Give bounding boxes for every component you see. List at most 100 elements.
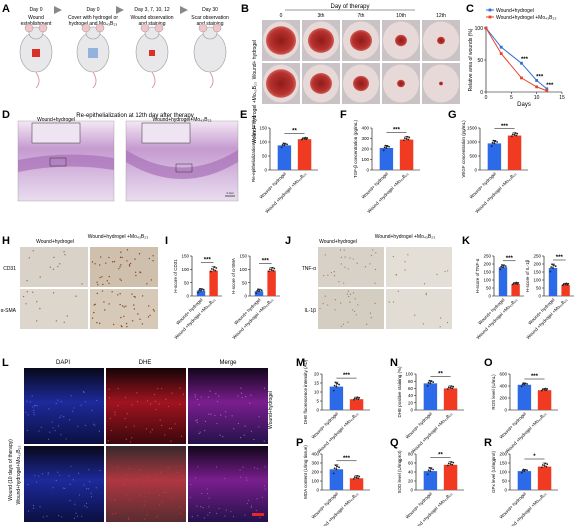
fluor-dot bbox=[48, 438, 50, 440]
data-point bbox=[562, 284, 564, 287]
data-point bbox=[450, 461, 453, 463]
fluor-dot bbox=[214, 414, 216, 417]
fluor-dot bbox=[27, 483, 29, 486]
y-tick-label: 100 bbox=[533, 278, 541, 283]
fluor-dot bbox=[190, 483, 192, 485]
y-tick-label: 0 bbox=[480, 90, 483, 96]
data-point bbox=[432, 381, 434, 383]
x-tick-label: 10 bbox=[534, 95, 540, 101]
y-tick-label: 0 bbox=[410, 408, 413, 413]
fluor-dot bbox=[177, 484, 179, 486]
stain-dot bbox=[342, 323, 345, 325]
fluor-dot bbox=[107, 440, 109, 442]
y-tick-label: 20 bbox=[314, 372, 320, 377]
data-point bbox=[504, 265, 507, 268]
y-tick-label: 100 bbox=[361, 157, 369, 162]
y-tick-label: 200 bbox=[361, 147, 369, 152]
data-point bbox=[564, 283, 567, 286]
fluor-dot bbox=[143, 504, 145, 506]
fluor-dot bbox=[129, 498, 131, 501]
fluor-dot bbox=[111, 513, 114, 515]
data-point bbox=[210, 270, 212, 273]
stain-dot bbox=[22, 295, 25, 298]
fluor-dot bbox=[131, 404, 133, 406]
y-tick-label: 100 bbox=[475, 26, 484, 32]
fluor-dot bbox=[224, 515, 226, 517]
fluor-dot bbox=[204, 420, 207, 423]
data-point bbox=[405, 137, 408, 140]
significance-label: *** bbox=[262, 258, 270, 264]
stain-dot bbox=[372, 249, 374, 251]
scale-bar bbox=[252, 513, 264, 516]
stain-dot bbox=[134, 271, 137, 273]
fluor-dot bbox=[231, 415, 233, 417]
y-tick-label: 100 bbox=[181, 267, 189, 272]
stain-dot bbox=[121, 305, 124, 307]
y-axis-label: Re-epithelialization at day 12 (%) bbox=[251, 115, 256, 182]
fluor-dot bbox=[31, 395, 33, 397]
y-tick-label: 60 bbox=[408, 461, 414, 466]
day-label: 0 bbox=[280, 13, 283, 19]
fluor-dot bbox=[158, 403, 160, 405]
stain-dot bbox=[36, 300, 38, 303]
stain-dot bbox=[104, 309, 106, 311]
panel-b: B Day of therapy 0 3th 7th 10th 12th Wou… bbox=[241, 3, 460, 144]
fluor-dot bbox=[191, 515, 193, 518]
fluor-dot bbox=[59, 474, 61, 476]
fluor-dot bbox=[247, 499, 250, 501]
fluor-dot bbox=[41, 473, 44, 475]
bar bbox=[517, 384, 532, 410]
data-point bbox=[282, 142, 285, 145]
fluor-dot bbox=[60, 434, 62, 436]
wound-area bbox=[266, 26, 296, 55]
stain-dot bbox=[446, 321, 449, 324]
data-point bbox=[432, 468, 434, 471]
data-point bbox=[490, 145, 493, 148]
fluor-dot bbox=[146, 475, 148, 477]
stain-dot bbox=[352, 309, 354, 311]
y-axis-label: VEGF concentration (pg/mL) bbox=[461, 120, 466, 178]
stain-dot bbox=[366, 323, 368, 325]
stain-dot bbox=[388, 301, 390, 303]
significance-label: ** bbox=[438, 371, 443, 377]
fluor-dot bbox=[250, 505, 253, 507]
y-tick-label: 400 bbox=[499, 384, 507, 389]
stain-dot bbox=[422, 323, 424, 325]
bar bbox=[443, 388, 458, 410]
step-4-desc-1: Scar observation bbox=[191, 15, 229, 21]
y-axis-label: H-score of TNF-α bbox=[475, 258, 480, 293]
stain-dot bbox=[334, 309, 336, 311]
fluor-dot bbox=[196, 419, 198, 421]
stain-dot bbox=[370, 317, 372, 319]
stain-dot bbox=[352, 258, 354, 260]
fluor-dot bbox=[159, 419, 161, 421]
data-point bbox=[496, 141, 498, 143]
arrow-icon bbox=[116, 6, 124, 14]
stain-dot bbox=[112, 323, 115, 326]
stain-dot bbox=[57, 265, 59, 268]
stain-dot bbox=[333, 271, 335, 273]
stain-dot bbox=[138, 253, 141, 255]
dapi-image bbox=[24, 446, 104, 522]
wound-area bbox=[310, 73, 332, 94]
stain-dot bbox=[75, 295, 77, 297]
fluor-dot bbox=[128, 518, 130, 520]
col-label: DHE bbox=[139, 360, 152, 366]
stain-dot bbox=[347, 268, 349, 270]
fluor-dot bbox=[47, 473, 49, 476]
significance-label: * bbox=[533, 454, 536, 460]
ihc-image bbox=[20, 247, 88, 287]
bar bbox=[498, 267, 508, 296]
fluor-dot bbox=[133, 425, 135, 427]
legend-marker bbox=[488, 15, 492, 19]
fluor-dot bbox=[70, 465, 72, 467]
data-point bbox=[257, 288, 259, 291]
stain-dot bbox=[26, 279, 28, 282]
stain-dot bbox=[324, 295, 326, 297]
fluor-dot bbox=[161, 501, 163, 503]
y-tick-label: 100 bbox=[483, 278, 491, 283]
data-point bbox=[212, 268, 215, 271]
